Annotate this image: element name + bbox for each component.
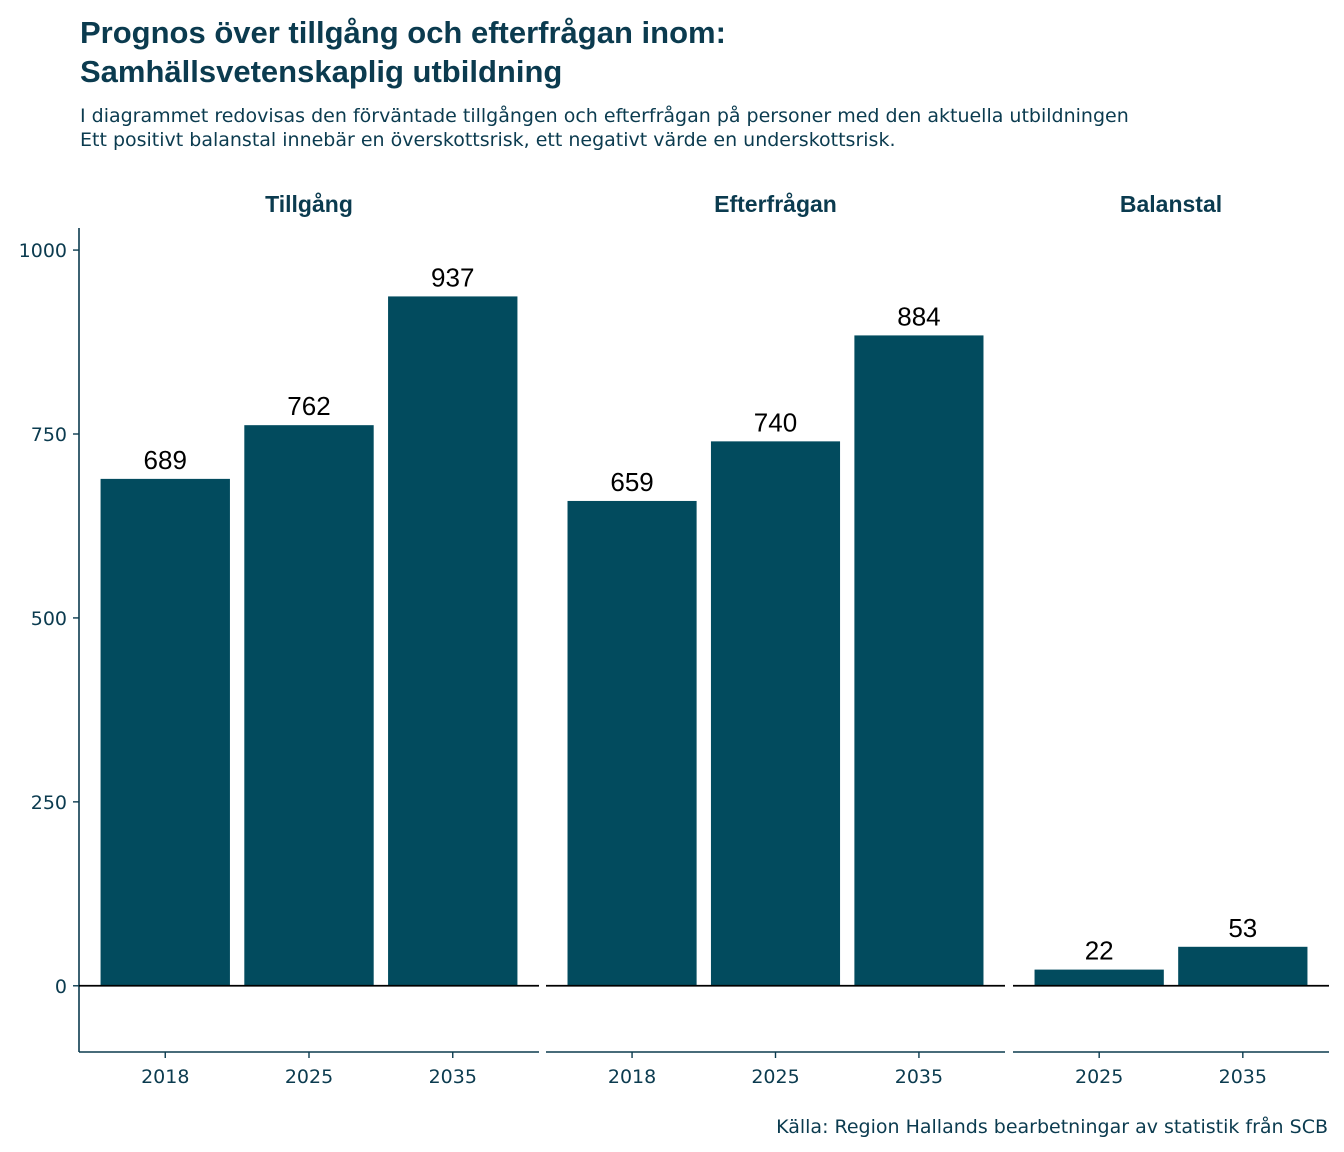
- chart-subtitle-line-1: I diagrammet redovisas den förväntade ti…: [80, 104, 1129, 127]
- x-tick-label: 2025: [285, 1066, 333, 1088]
- x-tick-label: 2035: [1219, 1066, 1267, 1088]
- y-tick-label: 250: [31, 792, 67, 814]
- x-tick-label: 2018: [141, 1066, 189, 1088]
- x-tick-label: 2035: [895, 1066, 943, 1088]
- y-tick-label: 1000: [19, 240, 67, 262]
- data-label: 22: [1085, 936, 1114, 966]
- chart-title-line-1: Prognos över tillgång och efterfrågan in…: [80, 15, 726, 50]
- bar: [1034, 969, 1164, 986]
- data-label: 689: [144, 445, 187, 475]
- chart-title-line-2: Samhällsvetenskaplig utbildning: [80, 54, 562, 89]
- chart-subtitle-line-2: Ett positivt balanstal innebär en översk…: [80, 129, 896, 151]
- bar: [388, 296, 518, 986]
- x-tick-label: 2035: [429, 1066, 477, 1088]
- bar: [710, 441, 841, 986]
- bar: [1178, 946, 1308, 986]
- data-label: 659: [610, 467, 653, 497]
- bar: [854, 335, 984, 986]
- y-tick-label: 750: [31, 424, 67, 446]
- panel-strip-label: Efterfrågan: [714, 191, 837, 217]
- data-label: 53: [1228, 913, 1257, 943]
- chart-caption: Källa: Region Hallands bearbetningar av …: [776, 1115, 1328, 1138]
- data-label: 740: [754, 407, 797, 437]
- panel-strip-label: Balanstal: [1120, 191, 1222, 217]
- data-label: 762: [287, 391, 330, 421]
- panel-strip-label: Tillgång: [265, 191, 353, 217]
- bar: [244, 425, 374, 986]
- x-tick-label: 2018: [608, 1066, 656, 1088]
- x-tick-label: 2025: [751, 1066, 799, 1088]
- bar: [100, 478, 230, 986]
- y-tick-label: 0: [55, 976, 67, 998]
- bar: [567, 500, 697, 986]
- data-label: 937: [431, 262, 474, 292]
- y-tick-label: 500: [31, 608, 67, 630]
- x-tick-label: 2025: [1075, 1066, 1123, 1088]
- data-label: 884: [897, 301, 940, 331]
- plot-area: 0 250 500 750 1000 Tillgång 689 2018 762 2025 937 2…: [19, 191, 1329, 1088]
